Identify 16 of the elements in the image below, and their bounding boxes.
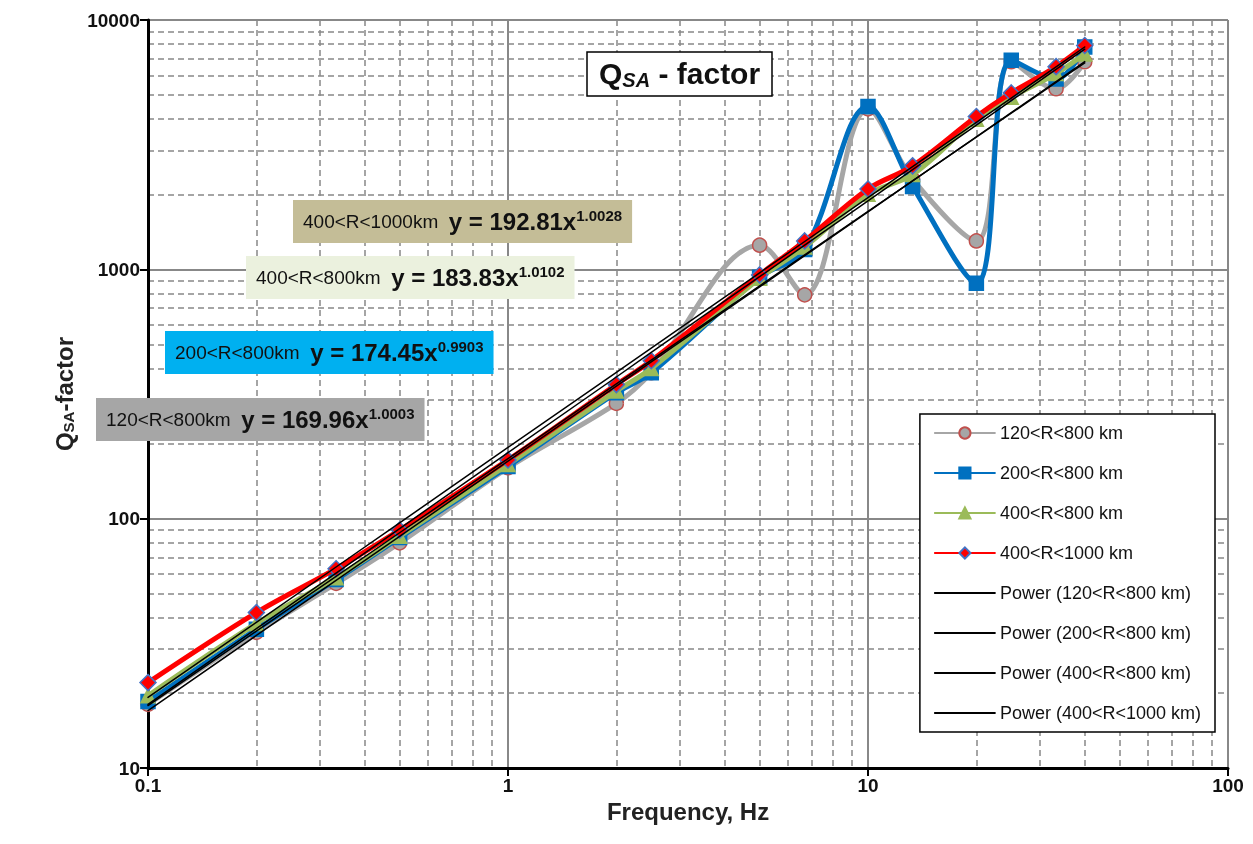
legend-label: Power (400<R<800 km) — [999, 663, 1191, 683]
x-tick-label: 100 — [1212, 775, 1244, 796]
legend-label: Power (400<R<1000 km) — [999, 703, 1202, 723]
legend-label: Power (200<R<800 km) — [999, 623, 1191, 643]
x-tick-label: 1 — [502, 775, 514, 796]
y-tick-label: 10000 — [87, 9, 140, 31]
y-axis-title: QSA-factor — [50, 336, 78, 452]
legend-label: 120<R<800 km — [999, 423, 1123, 443]
legend-label: 400<R<800 km — [999, 503, 1123, 523]
legend-label: Power (120<R<800 km) — [999, 583, 1191, 603]
y-tick-label: 100 — [108, 508, 140, 530]
legend-label: 200<R<800 km — [999, 463, 1123, 483]
x-tick-label: 10 — [857, 775, 879, 796]
x-axis-title: Frequency, Hz — [606, 798, 770, 826]
legend-label: 400<R<1000 km — [999, 543, 1133, 563]
y-tick-label: 1000 — [97, 258, 140, 280]
